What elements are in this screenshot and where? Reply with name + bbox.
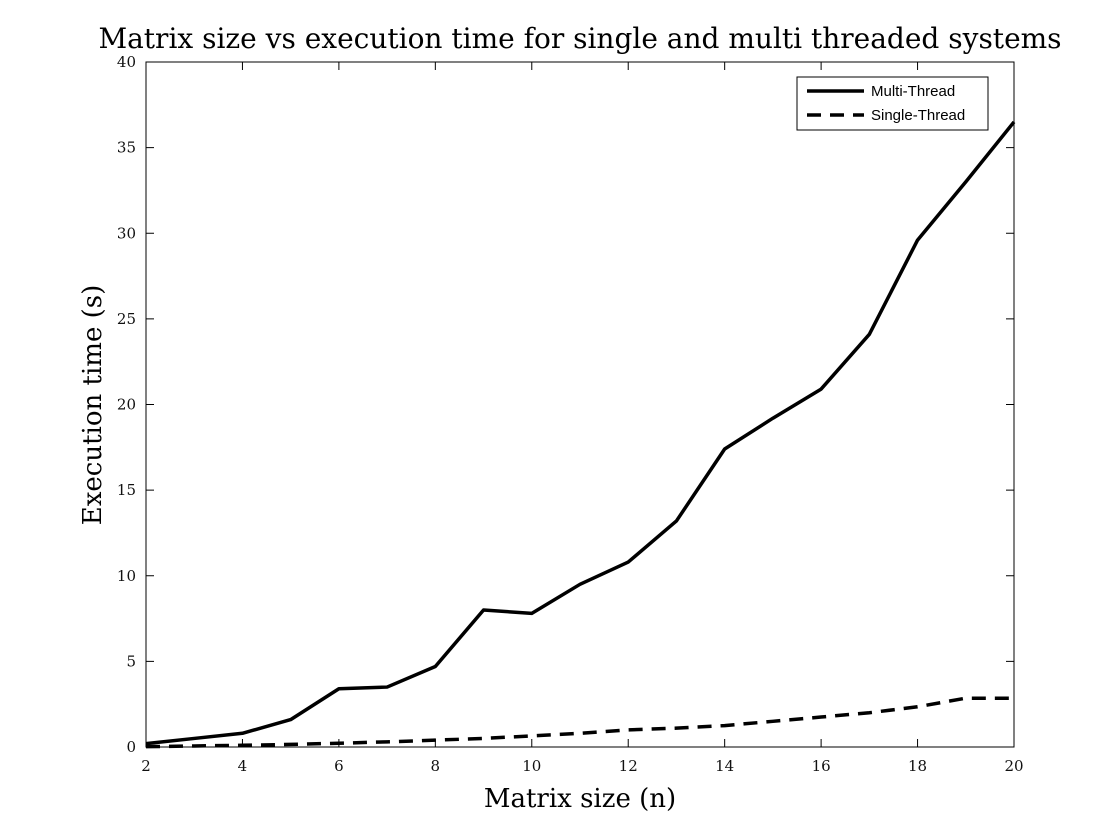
x-tick-label: 10 xyxy=(522,757,541,775)
x-tick-label: 6 xyxy=(334,757,344,775)
series-layer xyxy=(145,120,1016,749)
x-tick-label: 14 xyxy=(715,757,734,775)
y-tick-label: 25 xyxy=(117,310,136,328)
y-tick-label: 10 xyxy=(117,567,136,585)
x-tick-label: 2 xyxy=(141,757,151,775)
y-tick-label: 30 xyxy=(117,224,136,242)
legend-label-multi-thread: Multi-Thread xyxy=(871,83,955,100)
y-tick-label: 35 xyxy=(117,139,136,157)
axis-ticks: 2 4 6 8 10 12 14 16 18 20 0 5 10 15 20 25 30 35 40 xyxy=(117,53,1024,775)
y-tick-label: 20 xyxy=(117,396,136,414)
x-tick-label: 20 xyxy=(1004,757,1023,775)
y-tick-label: 15 xyxy=(117,481,136,499)
x-tick-label: 4 xyxy=(238,757,248,775)
series-line-single-thread xyxy=(145,696,1014,749)
chart-title: Matrix size vs execution time for single… xyxy=(98,22,1061,55)
legend: Multi-Thread Single-Thread xyxy=(796,76,989,131)
series-line-multi-thread xyxy=(145,120,1016,746)
legend-label-single-thread: Single-Thread xyxy=(871,107,965,124)
y-tick-label: 5 xyxy=(126,652,136,670)
x-axis-label: Matrix size (n) xyxy=(484,784,676,814)
x-tick-label: 8 xyxy=(431,757,441,775)
y-tick-label: 0 xyxy=(126,738,136,756)
plot-area xyxy=(145,61,1015,748)
y-tick-label: 40 xyxy=(117,53,136,71)
x-tick-label: 18 xyxy=(908,757,927,775)
x-tick-label: 16 xyxy=(812,757,831,775)
legend-box xyxy=(796,76,989,131)
y-axis-label: Execution time (s) xyxy=(78,285,108,525)
x-tick-label: 12 xyxy=(619,757,638,775)
